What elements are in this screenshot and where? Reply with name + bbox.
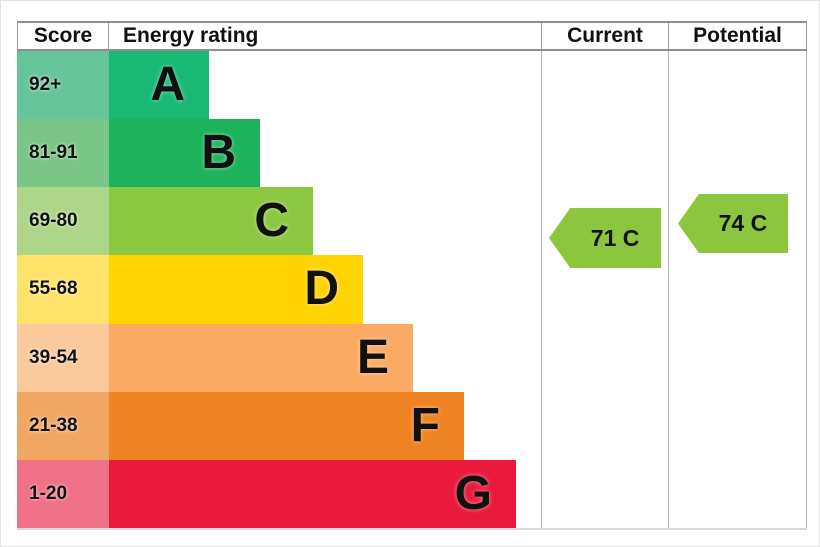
current-rating-arrow: 71 C bbox=[549, 208, 661, 268]
rating-bar-e: E bbox=[109, 323, 413, 392]
score-range-b: 81-91 bbox=[17, 119, 109, 188]
score-range-a: 92+ bbox=[17, 51, 109, 120]
current-rating-value: 71 C bbox=[590, 224, 640, 251]
potential-rating-value: 74 C bbox=[718, 210, 768, 236]
band-row-g: 1-20 G bbox=[17, 459, 807, 528]
column-header-score: Score bbox=[17, 23, 109, 49]
band-row-b: 81-91 B bbox=[17, 119, 807, 188]
rating-letter-d: D bbox=[304, 262, 339, 316]
rating-letter-a: A bbox=[150, 58, 185, 112]
band-row-e: 39-54 E bbox=[17, 323, 807, 392]
score-range-c: 69-80 bbox=[17, 187, 109, 256]
rating-letter-e: E bbox=[356, 330, 389, 384]
rating-bar-c: C bbox=[109, 187, 313, 256]
potential-rating-arrow: 74 C bbox=[678, 194, 788, 253]
epc-table: Score Energy rating Current Potential 92… bbox=[17, 21, 807, 530]
column-header-potential: Potential bbox=[668, 23, 807, 49]
band-rows: 92+ A 81-91 B 69-80 C 55-68 D bbox=[17, 51, 807, 530]
column-header-energy-rating: Energy rating bbox=[123, 24, 259, 47]
band-row-d: 55-68 D bbox=[17, 255, 807, 324]
table-header-row: Score Energy rating Current Potential bbox=[17, 21, 807, 51]
rating-bar-b: B bbox=[109, 119, 260, 188]
band-row-a: 92+ A bbox=[17, 51, 807, 120]
band-row-f: 21-38 F bbox=[17, 391, 807, 460]
rating-bar-d: D bbox=[109, 255, 363, 324]
rating-letter-f: F bbox=[410, 398, 440, 452]
rating-bar-g: G bbox=[109, 459, 516, 528]
rating-letter-c: C bbox=[254, 194, 289, 248]
score-range-f: 21-38 bbox=[17, 391, 109, 460]
band-row-c: 69-80 C bbox=[17, 187, 807, 256]
score-range-g: 1-20 bbox=[17, 459, 109, 528]
column-header-current: Current bbox=[541, 23, 668, 49]
rating-bar-a: A bbox=[109, 51, 209, 120]
score-range-d: 55-68 bbox=[17, 255, 109, 324]
rating-letter-g: G bbox=[454, 466, 492, 520]
rating-bar-f: F bbox=[109, 391, 464, 460]
rating-letter-b: B bbox=[201, 126, 236, 180]
score-range-e: 39-54 bbox=[17, 323, 109, 392]
